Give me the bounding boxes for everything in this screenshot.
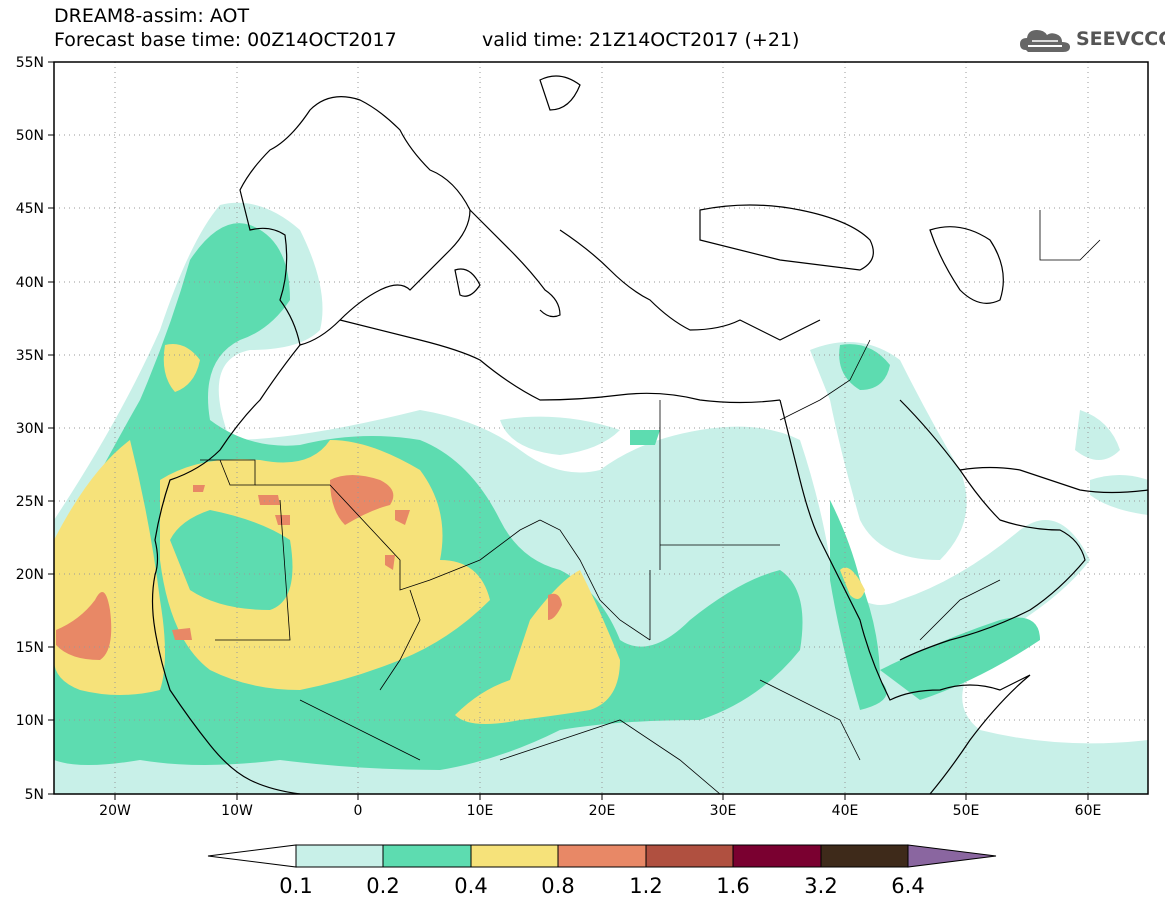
- lat-label: 10N: [16, 713, 44, 729]
- colorbar-segment: [732, 844, 822, 868]
- colorbar-label: 6.4: [891, 874, 924, 898]
- cloud-icon: [1020, 30, 1070, 52]
- product-title: DREAM8-assim: AOT: [54, 5, 250, 27]
- colorbar-segment: [382, 844, 472, 868]
- lon-label: 20E: [589, 803, 616, 819]
- seevccc-logo: SEEVCCC: [1018, 24, 1165, 58]
- lat-label: 30N: [16, 421, 44, 437]
- lon-label: 60E: [1075, 803, 1102, 819]
- lon-label: 30E: [710, 803, 737, 819]
- colorbar-segment: [645, 844, 734, 868]
- colorbar-label: 1.2: [629, 874, 662, 898]
- latitude-labels: 55N 50N 45N 40N 35N 30N 25N 20N 15N 10N …: [16, 55, 44, 803]
- colorbar-segment: [470, 844, 559, 868]
- lat-label: 55N: [16, 55, 44, 71]
- lon-label: 0: [354, 803, 363, 819]
- lat-label: 5N: [25, 787, 44, 803]
- colorbar-under-triangle: [207, 844, 297, 868]
- colorbar-segment: [557, 844, 647, 868]
- lat-label: 35N: [16, 348, 44, 364]
- lon-label: 40E: [832, 803, 859, 819]
- aot-band-0-8: [56, 475, 562, 660]
- colorbar-over-triangle: [907, 844, 997, 868]
- colorbar-label: 0.8: [541, 874, 574, 898]
- lat-label: 40N: [16, 275, 44, 291]
- colorbar-label: 0.2: [366, 874, 399, 898]
- colorbar-label: 0.4: [454, 874, 487, 898]
- colorbar-label: 1.6: [716, 874, 749, 898]
- colorbar-labels: 0.1 0.2 0.4 0.8 1.2 1.6 3.2 6.4: [279, 874, 924, 898]
- lat-label: 50N: [16, 128, 44, 144]
- lat-label: 20N: [16, 567, 44, 583]
- lat-label: 45N: [16, 201, 44, 217]
- aot-field: [54, 62, 1148, 794]
- colorbar-segment: [295, 844, 384, 868]
- lon-label: 10W: [221, 803, 253, 819]
- title-block: DREAM8-assim: AOT Forecast base time: 00…: [54, 4, 397, 52]
- tick-marks: [48, 61, 1089, 800]
- colorbar: [207, 844, 997, 868]
- colorbar-label: 0.1: [279, 874, 312, 898]
- logo-text: SEEVCCC: [1076, 28, 1165, 50]
- lat-label: 15N: [16, 640, 44, 656]
- lon-label: 20W: [99, 803, 131, 819]
- graticule: [54, 62, 1148, 794]
- forecast-base-time: Forecast base time: 00Z14OCT2017: [54, 29, 397, 51]
- coastlines: [151, 75, 1148, 794]
- borders: [200, 210, 1101, 794]
- longitude-labels: 20W 10W 0 10E 20E 30E 40E 50E 60E: [99, 803, 1101, 819]
- colorbar-label: 3.2: [804, 874, 837, 898]
- lon-label: 50E: [953, 803, 980, 819]
- lat-label: 25N: [16, 494, 44, 510]
- colorbar-segment: [820, 844, 909, 868]
- valid-time: valid time: 21Z14OCT2017 (+21): [482, 29, 800, 51]
- lon-label: 10E: [467, 803, 494, 819]
